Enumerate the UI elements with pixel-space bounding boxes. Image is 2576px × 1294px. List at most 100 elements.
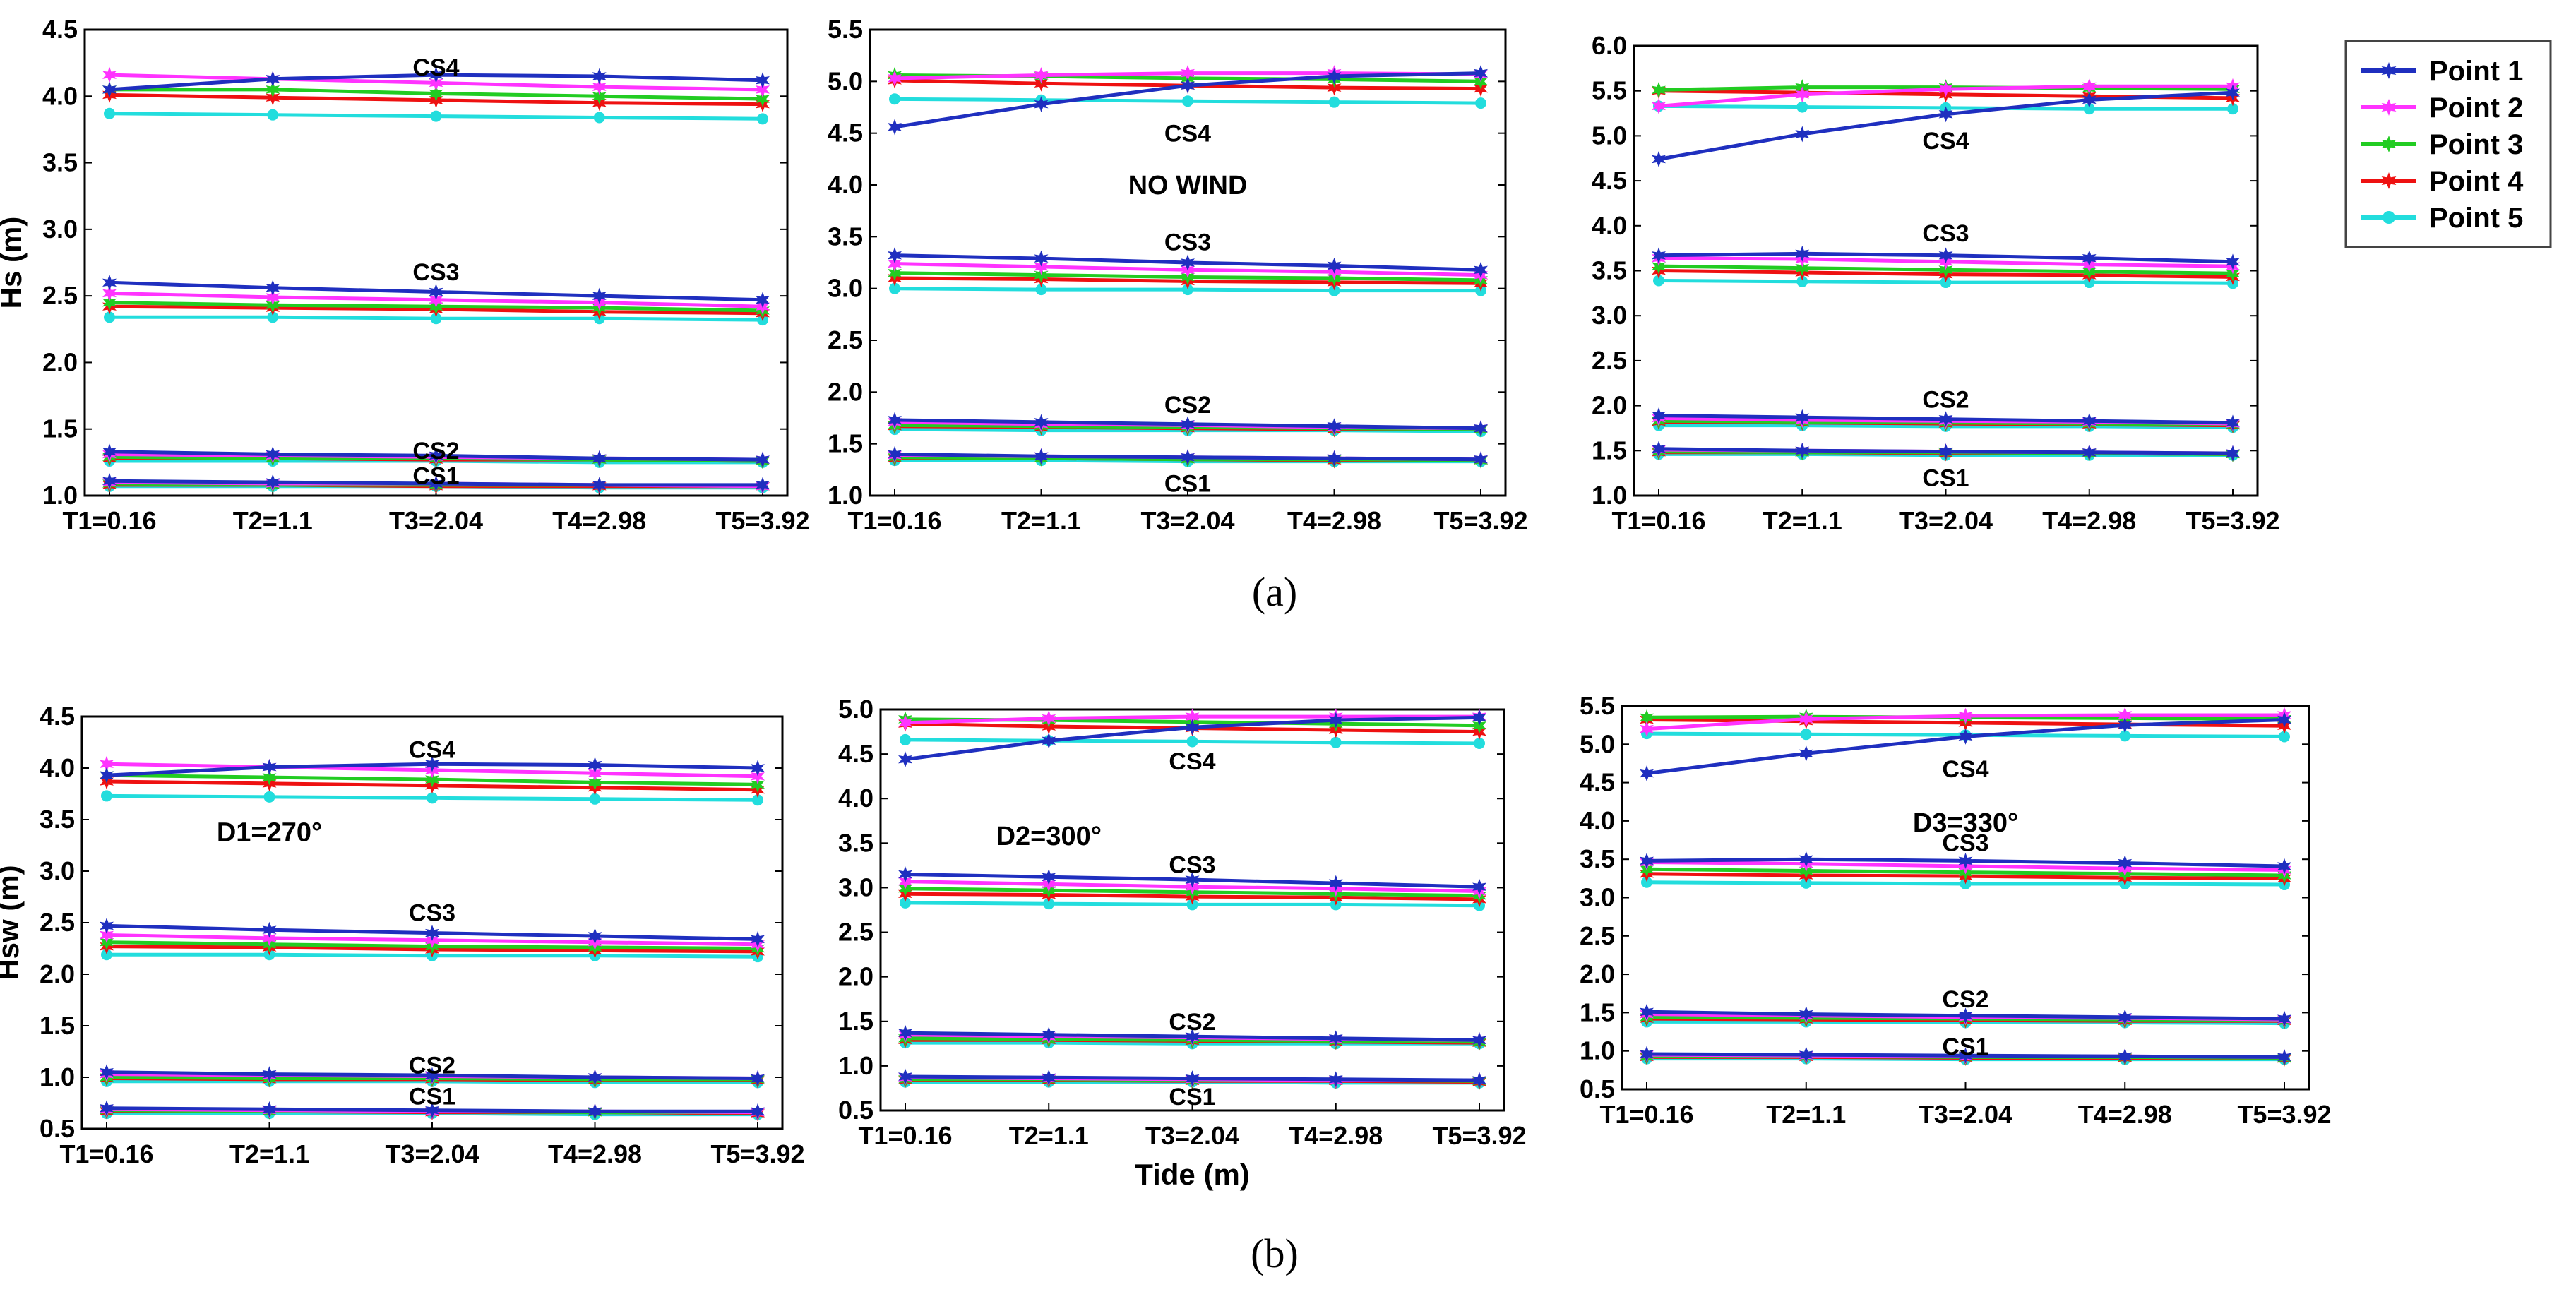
data-point — [751, 1070, 765, 1086]
data-point — [1327, 257, 1342, 274]
y-tick-label: 2.0 — [1580, 959, 1615, 988]
data-point — [1640, 1003, 1654, 1020]
y-tick-label: 4.5 — [1580, 768, 1615, 797]
data-point — [888, 256, 902, 272]
x-tick-label: T1=0.16 — [858, 1121, 952, 1150]
data-point — [592, 287, 607, 304]
data-point — [100, 1100, 114, 1117]
legend-swatch-marker — [2381, 62, 2397, 79]
group-cs3 — [1640, 851, 2291, 891]
data-point — [751, 1103, 765, 1120]
group-cs3 — [1652, 245, 2240, 289]
y-axis-label: Hsw (m) — [0, 865, 25, 980]
data-point — [1799, 1006, 1813, 1023]
data-point — [1328, 1030, 1343, 1047]
data-point — [1185, 719, 1200, 736]
y-tick-label: 3.5 — [828, 222, 863, 251]
data-point — [100, 927, 114, 943]
y-tick-label: 3.5 — [42, 148, 78, 177]
condition-label: D1=270° — [217, 818, 322, 848]
data-point — [2226, 445, 2240, 462]
data-point — [898, 866, 912, 882]
group-cs4 — [100, 755, 765, 806]
data-point — [100, 767, 114, 784]
data-point — [888, 412, 902, 429]
x-tick-label: T3=2.04 — [389, 506, 483, 535]
y-tick-label: 2.0 — [828, 377, 863, 406]
annotation-cs3: CS3 — [1922, 220, 1969, 247]
group-cs2 — [1640, 1003, 2291, 1029]
y-tick-label: 2.0 — [838, 962, 873, 991]
data-point — [1474, 737, 1485, 749]
data-point — [2082, 412, 2097, 429]
x-tick-label: T4=2.98 — [2078, 1100, 2172, 1129]
data-point — [1938, 80, 1953, 97]
data-point — [1652, 151, 1666, 167]
data-point — [1186, 736, 1198, 748]
data-point — [592, 68, 607, 85]
data-point — [898, 1068, 912, 1085]
y-tick-label: 1.5 — [42, 414, 78, 443]
x-tick-label: T2=1.1 — [1009, 1121, 1089, 1150]
data-point — [1652, 247, 1666, 264]
data-point — [1795, 126, 1810, 143]
data-point — [266, 474, 280, 491]
data-point — [1799, 745, 1813, 762]
y-tick-label: 1.5 — [40, 1011, 75, 1040]
data-point — [889, 93, 900, 105]
legend-label: Point 2 — [2429, 92, 2523, 124]
data-point — [1185, 1070, 1200, 1087]
panel-label-b: (b) — [1251, 1230, 1299, 1276]
data-point — [593, 112, 605, 124]
data-point — [751, 930, 765, 947]
y-tick-label: 4.5 — [828, 119, 863, 148]
data-point — [102, 274, 117, 291]
data-point — [102, 443, 117, 460]
data-point — [262, 759, 277, 775]
data-point — [1795, 245, 1810, 262]
data-point — [262, 930, 277, 947]
data-point — [1042, 732, 1056, 749]
data-point — [102, 81, 117, 98]
data-point — [262, 921, 277, 938]
x-tick-label: T5=3.92 — [1432, 1121, 1526, 1150]
data-point — [2226, 253, 2240, 270]
data-point — [1474, 261, 1488, 278]
data-point — [1328, 96, 1340, 108]
y-tick-label: 3.5 — [1580, 844, 1615, 873]
data-point — [429, 66, 443, 83]
data-point — [1328, 1071, 1343, 1088]
group-cs3 — [100, 917, 765, 963]
annotation-cs1: CS1 — [409, 1083, 455, 1110]
data-point — [1958, 707, 1973, 724]
group-cs3 — [898, 866, 1486, 911]
chart-panels: 1.0 1.5 2.0 2.5 3.0 3.5 4.0 4.5 T1=0.16 T2=1.1 T3=… — [0, 15, 2332, 1191]
group-cs1 — [1640, 1046, 2291, 1067]
y-tick-label: 6.0 — [1592, 31, 1627, 60]
data-point — [1795, 260, 1810, 277]
data-point — [425, 755, 439, 772]
y-axis-label: Hs (m) — [0, 217, 28, 309]
y-tick-label: 3.5 — [40, 805, 75, 834]
x-tick-label: T3=2.04 — [1145, 1121, 1239, 1150]
data-point — [1958, 852, 1973, 869]
data-point — [104, 107, 115, 119]
group-cs2 — [898, 1024, 1486, 1051]
group-cs4 — [1652, 78, 2240, 167]
data-point — [1938, 106, 1953, 123]
data-point — [266, 446, 280, 462]
data-point — [1795, 409, 1810, 426]
x-tick-label: T3=2.04 — [1140, 506, 1234, 535]
data-point — [1034, 258, 1049, 275]
data-point — [588, 1103, 602, 1120]
legend-label: Point 5 — [2429, 203, 2523, 234]
annotation-cs3: CS3 — [1169, 852, 1215, 879]
data-point — [1938, 411, 1953, 428]
y-tick-label: 2.5 — [828, 325, 863, 354]
data-point — [588, 928, 602, 945]
data-point — [1328, 875, 1343, 892]
data-point — [898, 751, 912, 768]
data-point — [429, 447, 443, 464]
y-tick-label: 3.0 — [1592, 301, 1627, 330]
data-point — [588, 757, 602, 774]
